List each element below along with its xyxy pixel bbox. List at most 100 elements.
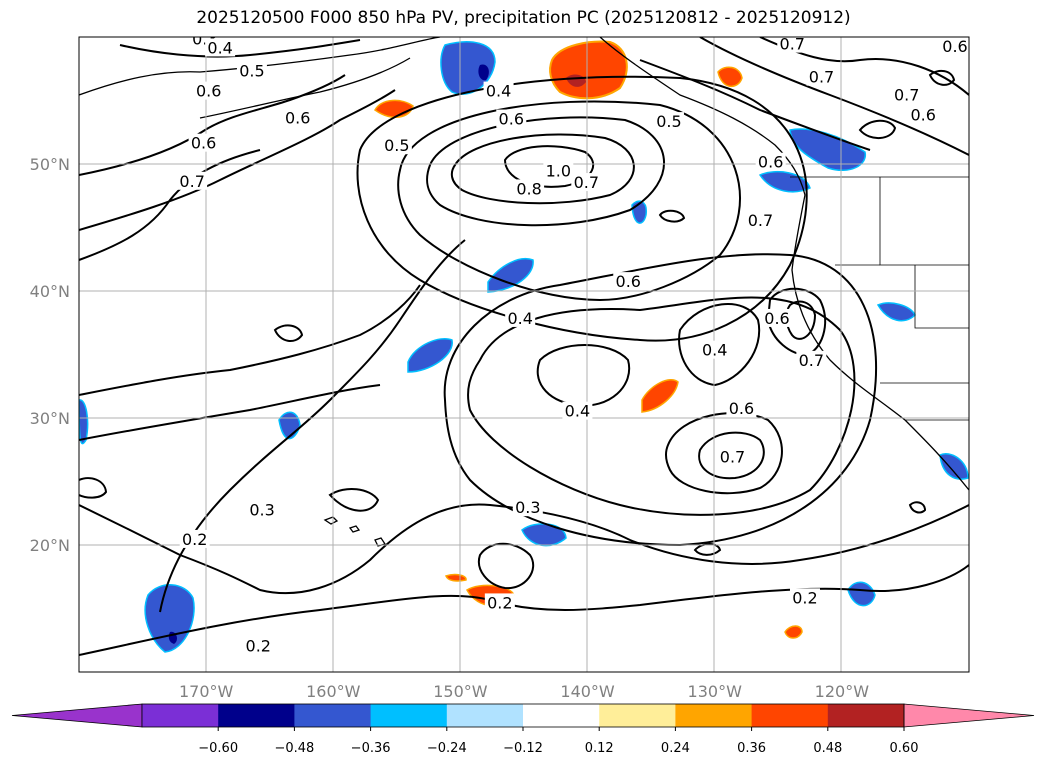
colorbar-label: −0.12 [503, 741, 543, 756]
map-frame [78, 36, 970, 673]
pv-contour-0.7-north [79, 149, 261, 261]
contour-label: 0.7 [748, 211, 773, 230]
contour-label-halo [484, 593, 515, 612]
contour-label: 0.3 [515, 498, 540, 517]
pv-contours [79, 37, 969, 656]
pv-contour-0.6-southeast [664, 412, 783, 495]
contour-label: 0.7 [780, 35, 805, 54]
contour-label-halo [177, 171, 208, 190]
contour-label-halo [777, 37, 808, 53]
contour-label: 0.3 [192, 30, 217, 49]
contour-label-halo [236, 61, 267, 80]
pv-contour-0.4-east [678, 303, 761, 387]
contour-label-halo [381, 136, 412, 155]
contour-label-halo [699, 340, 730, 359]
precip-blob [939, 453, 969, 480]
contour-label-halo [796, 350, 827, 369]
colorbar-extend-high [903, 703, 1035, 728]
map-area: 0.30.40.50.60.60.60.70.40.6 0.50.51.00.8 0… [79, 30, 969, 672]
lon-label-150°W: 150°W [433, 682, 488, 701]
contour-label-halo [514, 179, 545, 198]
contour-label-halo [512, 498, 543, 517]
colorbar-labels: −0.60 −0.48 −0.36 −0.24 −0.12 0.12 0.24 0.36 0.4… [198, 727, 918, 756]
contour-label-halo [543, 161, 574, 180]
precip-blob [521, 523, 567, 547]
pv-contour-0.6-north [79, 74, 346, 176]
pv-contour-0.3-west [79, 384, 381, 441]
precip-blob [784, 625, 803, 639]
contour-label: 0.7 [894, 85, 919, 104]
pv-contour-0.8 [450, 133, 635, 205]
pv-contour-0.4-north [119, 39, 361, 58]
colorbar [11, 703, 1035, 728]
lon-label-140°W: 140°W [560, 682, 615, 701]
contour-label-halo [189, 37, 220, 48]
contour-label: 0.5 [239, 61, 264, 80]
colorbar-label: 0.48 [813, 741, 842, 756]
colorbar-segment [599, 704, 676, 727]
precip-blob [478, 64, 489, 81]
pv-contour-0.2-west [159, 239, 466, 613]
colorbar-segment [370, 704, 448, 727]
contour-label-halo [571, 173, 602, 192]
contour-label-halo [653, 112, 684, 131]
contour-label: 0.7 [574, 173, 599, 192]
contour-label-halo [745, 211, 776, 230]
contour-label-halo [483, 81, 514, 100]
precip-blob [641, 379, 679, 413]
precip-blob [144, 584, 195, 653]
pv-contour-0.4-south [536, 344, 631, 407]
contour-label: 0.8 [516, 179, 541, 198]
contour-label-halo [243, 636, 274, 655]
lat-label-40°N: 40°N [30, 282, 70, 301]
contour-label: 0.6 [911, 106, 936, 125]
contour-label-halo [940, 37, 969, 56]
contour-label-halo [188, 133, 219, 152]
colorbar-segment [142, 704, 219, 727]
contour-label: 0.6 [729, 399, 754, 418]
pv-contour-small-7 [328, 488, 380, 512]
precip-blob [407, 338, 453, 373]
precip-blob [847, 581, 876, 607]
lat-label-20°N: 20°N [30, 536, 70, 555]
pv-contour-0.6-coast [766, 287, 827, 357]
contour-label-halo [891, 85, 922, 104]
contour-label-halo [193, 81, 224, 100]
contour-label: 0.6 [499, 110, 524, 129]
colorbar-extend-low [11, 703, 143, 728]
colorbar-label: 0.36 [737, 741, 766, 756]
contour-label: 0.6 [942, 37, 967, 56]
coastline-gulf-of-alaska [599, 37, 806, 196]
contour-label-halo [726, 399, 757, 418]
precip-blob [717, 66, 743, 87]
contour-label-halo [717, 447, 748, 466]
colorbar-segment [751, 704, 829, 727]
colorbar-segment [446, 704, 524, 727]
contour-label: 0.7 [720, 447, 745, 466]
pv-contour-0.3-south [467, 296, 856, 516]
pv-contour-0.5-northeast [639, 59, 871, 151]
contour-label-halo [505, 308, 536, 327]
contour-label-halo [613, 272, 644, 291]
contour-label-halo [789, 588, 820, 607]
contour-label-halo [205, 38, 236, 57]
longitude-labels: 170°W 160°W 150°W 140°W 130°W 120°W [179, 682, 869, 701]
contour-label: 0.5 [384, 136, 409, 155]
lon-label-170°W: 170°W [179, 682, 234, 701]
contour-label-halo [562, 401, 593, 420]
colorbar-segment [827, 704, 905, 727]
contour-labels: 0.30.40.50.60.60.60.70.40.6 0.50.51.00.8 0… [177, 30, 969, 656]
lon-label-160°W: 160°W [306, 682, 361, 701]
colorbar-segment [675, 704, 753, 727]
colorbar-segment [523, 704, 600, 727]
contour-label: 0.6 [196, 82, 221, 101]
contour-label-halo [179, 529, 210, 548]
pv-contour-0.2 [79, 564, 969, 656]
coastline-hawaii [323, 516, 387, 547]
contour-label-halo [755, 152, 786, 171]
precip-blob [440, 41, 496, 95]
colorbar-label: −0.60 [198, 741, 238, 756]
colorbar-segment [294, 704, 372, 727]
pv-contour-0.6-northeast [699, 37, 969, 156]
